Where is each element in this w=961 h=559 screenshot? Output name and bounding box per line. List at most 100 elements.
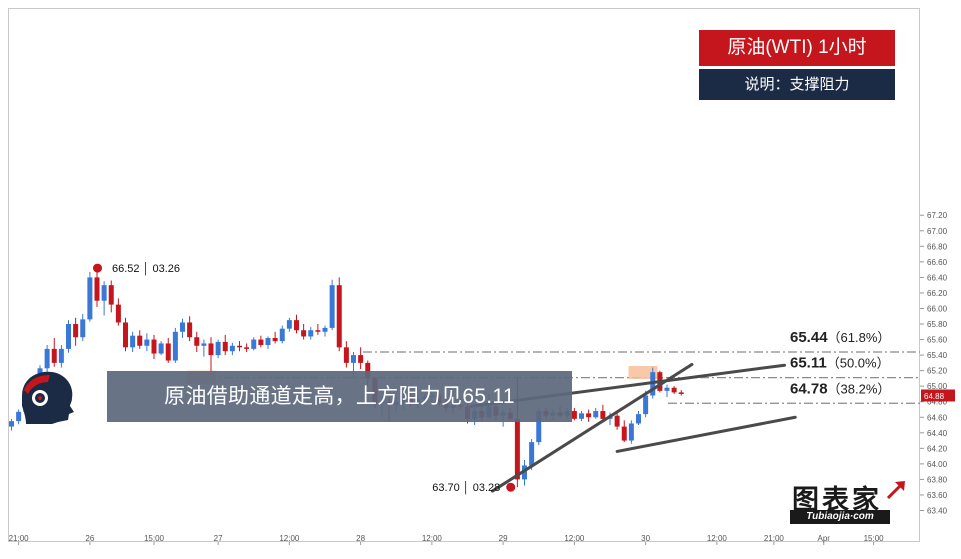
channel-line	[490, 362, 694, 493]
candle-body	[180, 322, 185, 332]
candle-body	[322, 327, 328, 332]
y-tick-label: 63.60	[927, 491, 948, 500]
x-tick-label: 12:00	[707, 534, 728, 543]
y-tick-label: 65.20	[927, 367, 948, 376]
candle-body	[108, 285, 114, 305]
candle-body	[365, 362, 371, 379]
candle-body	[172, 331, 178, 361]
y-tick-label: 64.00	[927, 460, 948, 469]
candle-body	[586, 413, 592, 418]
candle-body	[571, 411, 577, 419]
y-tick-label: 64.20	[927, 444, 948, 453]
candle-body	[536, 411, 542, 443]
x-tick-label: 28	[356, 534, 365, 543]
candle-body	[130, 335, 136, 348]
candle-body	[514, 418, 520, 480]
extreme-point-marker	[93, 263, 102, 273]
candle-body	[165, 343, 171, 361]
candle-body	[343, 347, 349, 363]
extreme-point-marker	[506, 482, 516, 492]
candle-body	[636, 414, 641, 424]
y-tick-label: 67.00	[927, 227, 948, 236]
caption-banner: 原油借助通道走高，上方阻力见65.11	[107, 371, 572, 422]
candle-body	[115, 304, 121, 323]
candle-body	[579, 413, 584, 419]
candle-body	[87, 277, 93, 320]
x-tick-label: 21:00	[764, 534, 785, 543]
level-label: 65.44（61.8%）	[790, 329, 890, 346]
arrow-up-icon	[886, 481, 905, 500]
level-label: 64.78（38.2%）	[790, 380, 890, 397]
y-tick-label: 65.40	[927, 351, 948, 360]
candle-body	[593, 411, 599, 418]
y-tick-label: 64.40	[927, 429, 948, 438]
y-tick-label: 66.20	[927, 289, 948, 298]
candle-body	[158, 343, 164, 354]
candle-body	[44, 348, 50, 369]
candle-body	[294, 320, 299, 331]
candle-body	[308, 330, 314, 337]
candle-body	[123, 322, 128, 348]
candle-body	[194, 337, 200, 346]
brand-url: Tubiaojia·com	[790, 510, 890, 524]
candle-body	[258, 339, 264, 345]
candle-body	[301, 330, 307, 337]
candle-body	[664, 387, 670, 391]
candle-body	[66, 324, 71, 349]
candle-body	[265, 338, 271, 345]
candle-body	[80, 319, 86, 338]
candle-body	[16, 411, 22, 422]
candle-body	[101, 285, 107, 301]
candle-body	[678, 392, 684, 394]
candle-body	[58, 348, 64, 363]
x-tick-label: 21:00	[9, 534, 30, 543]
brand-logo: 图表家 Tubiaojia·com	[788, 478, 908, 524]
y-tick-label: 66.60	[927, 258, 948, 267]
x-tick-label: 15:00	[864, 534, 885, 543]
plot-frame	[8, 8, 920, 542]
y-tick-label: 64.60	[927, 413, 948, 422]
candle-body	[215, 341, 221, 356]
current-price-label: 64.88	[924, 392, 945, 401]
y-tick-label: 66.80	[927, 242, 948, 251]
candle-body	[137, 335, 143, 346]
candle-body	[671, 387, 677, 393]
y-tick-label: 63.80	[927, 475, 948, 484]
candle-body	[229, 345, 235, 352]
candle-body	[279, 328, 285, 342]
candle-body	[151, 339, 157, 354]
current-price-tag	[921, 389, 955, 402]
candle-body	[628, 423, 634, 441]
x-tick-label: Apr	[818, 534, 831, 543]
x-tick-label: 12:00	[422, 534, 443, 543]
y-tick-label: 65.00	[927, 382, 948, 391]
candle-body	[187, 322, 193, 338]
x-tick-label: 27	[214, 534, 223, 543]
y-tick-label: 67.20	[927, 211, 948, 220]
candle-body	[315, 330, 321, 332]
y-tick-label: 65.80	[927, 320, 948, 329]
candle-body	[621, 426, 627, 441]
candle-body	[529, 442, 535, 466]
candle-body	[244, 347, 250, 349]
channel-line	[615, 415, 797, 453]
candle-body	[51, 348, 57, 363]
candle-body	[237, 345, 242, 348]
y-tick-label: 63.40	[927, 507, 948, 516]
candle-body	[351, 355, 356, 363]
x-tick-label: 12:00	[279, 534, 300, 543]
candle-body	[94, 277, 100, 301]
x-tick-label: 26	[85, 534, 94, 543]
x-tick-label: 30	[641, 534, 650, 543]
x-tick-label: 15:00	[144, 534, 165, 543]
candle-body	[329, 285, 335, 328]
candle-body	[614, 415, 620, 427]
candle-body	[222, 341, 228, 352]
candle-body	[208, 343, 214, 356]
x-tick-label: 12:00	[564, 534, 585, 543]
candle-body	[251, 339, 257, 349]
candle-body	[272, 338, 278, 342]
candle-body	[144, 339, 150, 346]
candle-body	[336, 285, 342, 348]
